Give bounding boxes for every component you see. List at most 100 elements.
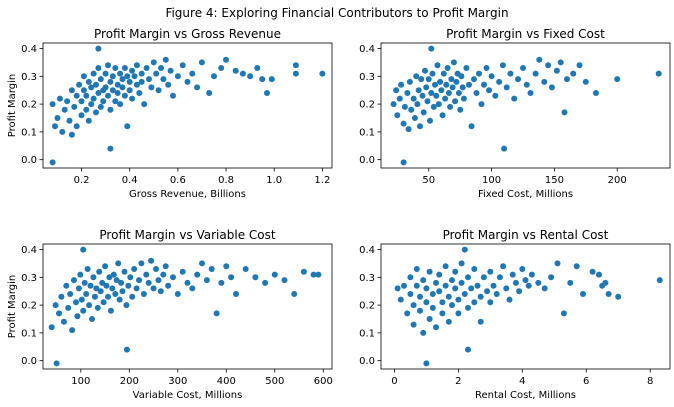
- data-point: [548, 84, 555, 91]
- data-point: [143, 271, 150, 278]
- data-point: [121, 268, 128, 275]
- data-point: [291, 291, 298, 297]
- x-tick-label: 100: [71, 376, 90, 387]
- data-point: [436, 288, 443, 295]
- data-point: [440, 70, 447, 77]
- x-tick-label: 0.2: [74, 175, 90, 186]
- data-point: [105, 92, 111, 99]
- data-point: [413, 266, 420, 272]
- data-point: [433, 324, 439, 331]
- data-point: [434, 62, 441, 69]
- data-point: [576, 62, 583, 69]
- data-point: [493, 291, 500, 297]
- data-point: [107, 78, 114, 85]
- data-point: [424, 98, 431, 105]
- data-point: [167, 67, 174, 74]
- data-point: [73, 123, 80, 130]
- y-tick-label: 0.3: [21, 273, 37, 284]
- y-tick-label: 0.1: [359, 127, 375, 138]
- data-point: [500, 263, 507, 270]
- data-point: [56, 95, 63, 102]
- data-point: [140, 291, 147, 297]
- data-point: [503, 285, 510, 292]
- data-point: [458, 279, 465, 286]
- axes-frame: [380, 243, 671, 370]
- data-point: [481, 81, 487, 88]
- y-tick-label: 0.0: [359, 155, 375, 166]
- data-point: [179, 62, 186, 69]
- x-tick-label: 4: [519, 376, 525, 387]
- data-point: [554, 260, 561, 267]
- data-point: [541, 285, 548, 292]
- y-tick-label: 0.1: [359, 328, 375, 339]
- data-point: [428, 45, 435, 52]
- data-point: [131, 73, 138, 80]
- data-point: [427, 117, 433, 124]
- data-point: [119, 76, 126, 83]
- data-point: [115, 260, 122, 267]
- data-point: [426, 268, 433, 275]
- data-point: [124, 123, 131, 130]
- data-point: [605, 291, 612, 297]
- data-point: [59, 128, 66, 135]
- data-point: [432, 81, 438, 88]
- axes-frame: [42, 243, 333, 370]
- data-point: [442, 282, 449, 289]
- y-tick-label: 0.2: [359, 100, 375, 111]
- y-tick-label: 0.0: [21, 155, 37, 166]
- x-tick-label: 100: [482, 175, 501, 186]
- x-tick-label: 1.0: [266, 175, 282, 186]
- data-point: [564, 76, 570, 83]
- data-point: [60, 318, 67, 325]
- data-point: [150, 285, 157, 292]
- x-axis-label: Fixed Cost, Millions: [478, 189, 573, 200]
- x-tick-label: 500: [265, 376, 284, 387]
- data-point: [417, 123, 423, 130]
- data-point: [126, 87, 133, 94]
- data-point: [77, 271, 84, 278]
- data-point: [400, 159, 407, 166]
- data-point: [449, 277, 455, 284]
- data-point: [88, 101, 95, 108]
- data-point: [292, 70, 299, 77]
- y-tick-label: 0.3: [359, 273, 375, 284]
- data-point: [410, 95, 417, 102]
- data-point: [105, 62, 111, 69]
- x-tick-label: 200: [120, 376, 139, 387]
- data-point: [319, 70, 326, 77]
- axes-frame: [380, 42, 671, 169]
- data-point: [602, 279, 609, 286]
- data-point: [512, 279, 519, 286]
- y-tick-label: 0.0: [21, 356, 37, 367]
- data-point: [86, 302, 93, 309]
- figure-title: Figure 4: Exploring Financial Contributo…: [165, 6, 508, 20]
- data-point: [414, 101, 421, 108]
- data-point: [109, 285, 116, 292]
- x-tick-label: 6: [583, 376, 589, 387]
- data-point: [615, 293, 622, 300]
- data-point: [74, 313, 81, 320]
- data-point: [474, 282, 481, 289]
- data-point: [184, 279, 191, 286]
- data-point: [97, 288, 104, 295]
- data-point: [442, 95, 449, 102]
- data-point: [423, 285, 430, 292]
- subplot-3: 100 200 300 400 500 600 0.0 0.1 0.2 0.3 0.4 Profit …: [7, 228, 333, 401]
- data-point: [165, 282, 172, 289]
- data-point: [102, 263, 109, 270]
- data-point: [439, 299, 446, 306]
- data-point: [85, 117, 92, 124]
- data-point: [445, 318, 452, 325]
- x-tick-label: 600: [314, 376, 333, 387]
- y-tick-label: 0.1: [21, 127, 37, 138]
- data-point: [87, 282, 94, 289]
- data-point: [465, 274, 471, 281]
- data-point: [80, 87, 87, 94]
- data-point: [83, 106, 90, 113]
- x-tick-label: 1.2: [314, 175, 330, 186]
- data-point: [394, 285, 401, 292]
- data-point: [429, 70, 436, 77]
- x-tick-label: 400: [217, 376, 236, 387]
- data-point: [525, 282, 532, 289]
